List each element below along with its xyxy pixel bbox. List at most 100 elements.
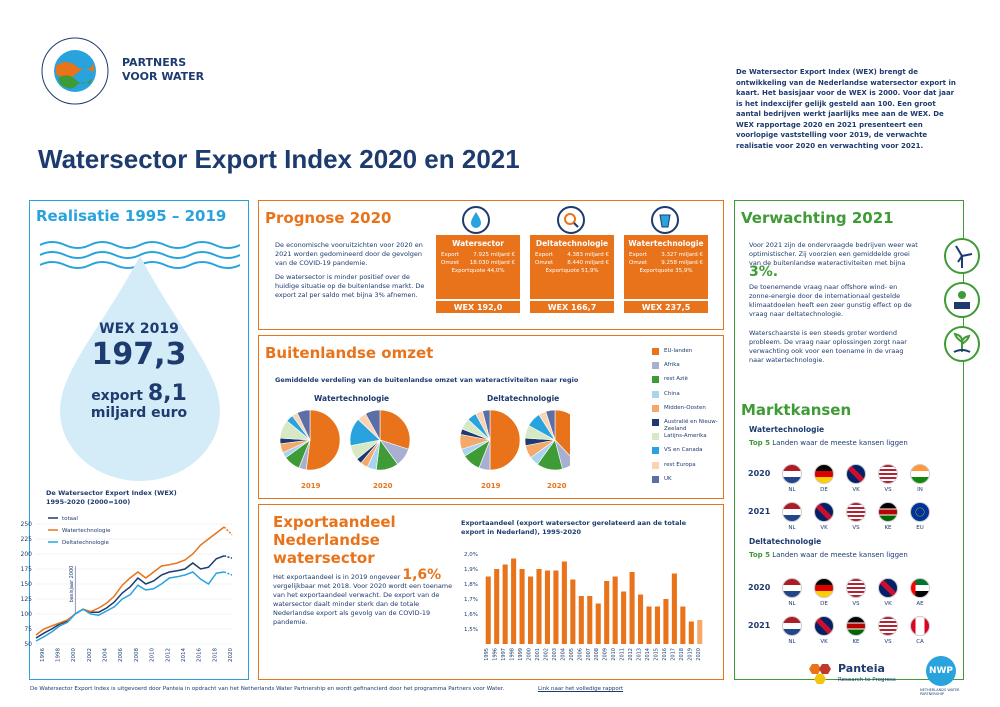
exportaandeel-text: Het exportaandeel is in 2019 ongeveer 1,… xyxy=(273,568,457,627)
bar xyxy=(494,569,500,644)
x-tick-label: 2000 xyxy=(71,648,77,662)
bar xyxy=(680,606,686,644)
x-tick-label: 2005 xyxy=(569,648,575,661)
report-link[interactable]: Link naar het volledige rapport xyxy=(538,686,624,692)
x-tick-label: 2015 xyxy=(653,648,659,661)
bar xyxy=(612,576,618,644)
verwachting-text2: De toenemende vraag naar offshore wind- … xyxy=(749,283,912,318)
x-tick-label: 1998 xyxy=(510,648,516,661)
flag-label: NL xyxy=(788,639,796,645)
verwachting-title: Verwachting 2021 xyxy=(741,209,894,227)
exportaandeel-value: 1,6% xyxy=(402,567,442,583)
legend-label: rest Europa xyxy=(664,461,696,468)
buitenlandse-title: Buitenlandse omzet xyxy=(265,344,434,362)
legend-swatch xyxy=(652,376,659,384)
x-tick-label: 2000 xyxy=(527,648,533,661)
page-title: Watersector Export Index 2020 en 2021 xyxy=(38,144,520,174)
flag-label: VS xyxy=(852,525,860,531)
export-label: Export xyxy=(441,252,460,258)
flag-label: AE xyxy=(916,601,924,607)
logo-line1: PARTNERS xyxy=(122,56,187,69)
series-forecast-Watertechnologie xyxy=(223,526,233,536)
x-tick-label: 1995 xyxy=(484,648,490,661)
x-tick-label: 2018 xyxy=(212,648,218,662)
exportquote: Exportquote 35,9% xyxy=(639,268,693,274)
series-line-totaal xyxy=(35,555,225,639)
wt-sub-a: Top 5 xyxy=(749,439,770,447)
prognose-text2: De watersector is minder positief over d… xyxy=(275,273,425,299)
dt-subtitle: Top 5 Landen waar de meeste kansen ligge… xyxy=(749,551,908,559)
globe-logo-icon xyxy=(41,37,109,105)
flag-vk-icon xyxy=(814,502,834,522)
row-year: 2020 xyxy=(748,469,771,478)
bar xyxy=(688,621,694,644)
bar xyxy=(697,620,703,644)
pie-slice xyxy=(365,409,381,441)
bar xyxy=(511,558,517,644)
flags-grid: 2020 NL DE VK VS IN 2021 NL VK VS KE EU 2020 NL DE VS VK… xyxy=(734,450,964,650)
box-wex: WEX 166,7 xyxy=(530,300,614,313)
flag-nl-icon xyxy=(782,578,802,598)
wt-subtitle: Top 5 Landen waar de meeste kansen ligge… xyxy=(749,439,908,447)
exportaandeel-title-l2: Nederlandse xyxy=(273,531,380,549)
flag-de-icon xyxy=(814,578,834,598)
legend-label: China xyxy=(664,390,680,397)
pie-slice xyxy=(379,409,411,450)
export-value: 8,1 xyxy=(147,381,187,406)
nwp-sub: NETHERLANDS WATER PARTNERSHIP xyxy=(920,688,960,696)
cup-circle-icon xyxy=(651,206,679,234)
x-tick-label: 2013 xyxy=(637,648,643,661)
x-tick-label: 2004 xyxy=(103,648,109,662)
realisatie-panel: Realisatie 1995 – 2019 WEX 2019 197,3 ex… xyxy=(29,200,249,680)
x-tick-label: 2016 xyxy=(662,648,668,661)
verwachting-value: 3%. xyxy=(749,264,779,280)
y-tick-label: 50 xyxy=(24,641,32,648)
x-tick-label: 1998 xyxy=(56,648,62,662)
x-tick-label: 2014 xyxy=(181,648,187,662)
bar xyxy=(553,570,559,644)
bar xyxy=(570,579,576,644)
wind-turbine-icon xyxy=(944,238,980,274)
flag-label: EU xyxy=(916,525,924,531)
bar xyxy=(485,576,491,644)
omzet-label: Omzet xyxy=(629,260,648,266)
x-tick-label: 2002 xyxy=(543,648,549,661)
realisatie-title: Realisatie 1995 – 2019 xyxy=(36,207,227,225)
row-year: 2021 xyxy=(748,507,771,516)
flag-ae-icon xyxy=(910,578,930,598)
wex-line-chart: 50 75 100 125 150 175 200 225 250 1996 1998 2000 200… xyxy=(21,516,234,662)
flag-label: VS xyxy=(884,639,892,645)
bar xyxy=(663,599,669,644)
export-label: export xyxy=(91,388,143,404)
logo-line2: VOOR WATER xyxy=(122,70,205,83)
flag-ca-icon xyxy=(910,616,930,636)
x-tick-label: 1999 xyxy=(518,648,524,661)
buitenlandse-subtitle: Gemiddelde verdeling van de buitenlandse… xyxy=(275,376,579,384)
legend-label: UK xyxy=(664,475,672,482)
pie-charts xyxy=(279,409,570,471)
verwachting-text1a: Voor 2021 zijn de ondervraagde bedrijven… xyxy=(749,241,918,267)
legend-swatch xyxy=(652,419,659,426)
x-tick-label: 2019 xyxy=(687,648,693,661)
legend-label: Afrika xyxy=(664,362,680,369)
x-tick-label: 2010 xyxy=(611,648,617,661)
year-label: 2020 xyxy=(373,482,393,490)
bar xyxy=(528,576,534,644)
flag-label: VS xyxy=(852,601,860,607)
exportaandeel-bar-chart: 1,5% 1,6% 1,7% 1,8% 1,9% 2,0% 1995 1996 1997 1998… xyxy=(464,552,703,661)
x-tick-label: 2017 xyxy=(670,648,676,661)
dt-sub-b: Landen waar de meeste kansen liggen xyxy=(772,551,908,559)
export-label: Export xyxy=(629,252,648,258)
omzet-value: 18.030 miljard € xyxy=(469,260,515,266)
x-tick-label: 2002 xyxy=(87,648,93,662)
flag-in-icon xyxy=(910,464,930,484)
flag-nl-icon xyxy=(782,616,802,636)
x-tick-label: 2020 xyxy=(696,648,702,661)
flag-label: DE xyxy=(820,487,828,493)
x-tick-label: 2004 xyxy=(560,648,566,661)
nwp-name: NWP xyxy=(926,656,956,686)
legend-swatch xyxy=(652,433,659,441)
panteia-logo: Panteia Research to Progress xyxy=(806,662,896,692)
y-tick-label: 1,9% xyxy=(464,567,478,573)
bar xyxy=(604,581,610,644)
